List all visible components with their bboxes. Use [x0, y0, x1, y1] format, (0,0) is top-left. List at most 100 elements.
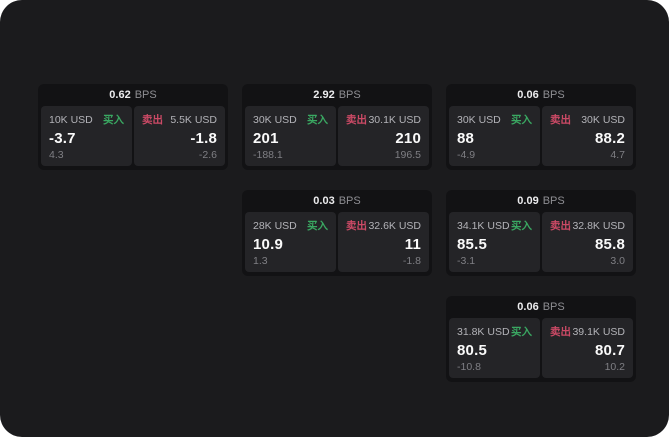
quote-panels: 31.8K USD 买入 80.5 -10.8 卖出 39.1K USD 80.…	[446, 318, 636, 382]
sell-sub-value: 10.2	[604, 361, 625, 373]
sell-price-value: -1.8	[190, 129, 217, 147]
buy-side-label: 买入	[511, 326, 532, 338]
sell-size-label: 32.8K USD	[572, 219, 625, 232]
bps-unit-label: BPS	[338, 89, 361, 101]
sell-size-label: 5.5K USD	[170, 113, 217, 126]
buy-panel[interactable]: 30K USD 买入 88 -4.9	[449, 106, 540, 166]
bps-value: 0.09	[517, 195, 539, 207]
buy-panel[interactable]: 31.8K USD 买入 80.5 -10.8	[449, 318, 540, 378]
buy-side-label: 买入	[307, 220, 328, 232]
buy-sub-value: 4.3	[49, 149, 64, 161]
sell-side-label: 卖出	[550, 114, 571, 126]
buy-panel-top: 30K USD 买入	[253, 112, 328, 127]
sell-panel[interactable]: 卖出 30K USD 88.2 4.7	[542, 106, 633, 166]
buy-sub-value: 1.3	[253, 255, 268, 267]
bps-value: 0.62	[109, 89, 131, 101]
bps-value: 0.03	[313, 195, 335, 207]
buy-panel-top: 28K USD 买入	[253, 218, 328, 233]
buy-panel-top: 34.1K USD 买入	[457, 218, 532, 233]
buy-panel-top: 31.8K USD 买入	[457, 324, 532, 339]
sell-size-label: 30.1K USD	[368, 113, 421, 126]
buy-price-value: 80.5	[457, 341, 487, 359]
buy-size-label: 30K USD	[253, 113, 297, 126]
quote-panels: 10K USD 买入 -3.7 4.3 卖出 5.5K USD -1.8 -2.…	[38, 106, 228, 170]
quote-panels: 34.1K USD 买入 85.5 -3.1 卖出 32.8K USD 85.8…	[446, 212, 636, 276]
card-header: 0.09 BPS	[446, 190, 636, 212]
quote-card: 0.03 BPS 28K USD 买入 10.9 1.3 卖出 32.6K US…	[242, 190, 432, 276]
buy-size-label: 28K USD	[253, 219, 297, 232]
sell-size-label: 30K USD	[581, 113, 625, 126]
buy-sub-value: -10.8	[457, 361, 481, 373]
sell-side-label: 卖出	[550, 220, 571, 232]
sell-panel[interactable]: 卖出 32.8K USD 85.8 3.0	[542, 212, 633, 272]
buy-panel-top: 30K USD 买入	[457, 112, 532, 127]
quote-panels: 30K USD 买入 88 -4.9 卖出 30K USD 88.2 4.7	[446, 106, 636, 170]
buy-price-value: 201	[253, 129, 279, 147]
sell-panel[interactable]: 卖出 39.1K USD 80.7 10.2	[542, 318, 633, 378]
buy-size-label: 30K USD	[457, 113, 501, 126]
sell-panel-top: 卖出 30K USD	[550, 112, 625, 127]
sell-price-value: 80.7	[595, 341, 625, 359]
sell-price-value: 85.8	[595, 235, 625, 253]
sell-panel-top: 卖出 5.5K USD	[142, 112, 217, 127]
buy-price-value: 85.5	[457, 235, 487, 253]
bps-unit-label: BPS	[542, 195, 565, 207]
sell-panel-top: 卖出 32.6K USD	[346, 218, 421, 233]
buy-side-label: 买入	[103, 114, 124, 126]
quote-card: 2.92 BPS 30K USD 买入 201 -188.1 卖出 30.1K …	[242, 84, 432, 170]
buy-size-label: 34.1K USD	[457, 219, 510, 232]
buy-side-label: 买入	[511, 114, 532, 126]
bps-unit-label: BPS	[542, 89, 565, 101]
buy-panel[interactable]: 30K USD 买入 201 -188.1	[245, 106, 336, 166]
sell-panel[interactable]: 卖出 5.5K USD -1.8 -2.6	[134, 106, 225, 166]
sell-sub-value: 196.5	[394, 149, 421, 161]
sell-sub-value: 4.7	[610, 149, 625, 161]
quote-card: 0.09 BPS 34.1K USD 买入 85.5 -3.1 卖出 32.8K…	[446, 190, 636, 276]
buy-price-value: 88	[457, 129, 475, 147]
quote-card: 0.06 BPS 31.8K USD 买入 80.5 -10.8 卖出 39.1…	[446, 296, 636, 382]
sell-side-label: 卖出	[346, 220, 367, 232]
quote-card: 0.06 BPS 30K USD 买入 88 -4.9 卖出 30K USD 8…	[446, 84, 636, 170]
sell-sub-value: -2.6	[198, 149, 217, 161]
sell-size-label: 39.1K USD	[572, 325, 625, 338]
bps-unit-label: BPS	[338, 195, 361, 207]
sell-panel-top: 卖出 30.1K USD	[346, 112, 421, 127]
buy-sub-value: -3.1	[457, 255, 476, 267]
buy-sub-value: -188.1	[253, 149, 283, 161]
sell-panel-top: 卖出 39.1K USD	[550, 324, 625, 339]
card-header: 2.92 BPS	[242, 84, 432, 106]
bps-unit-label: BPS	[134, 89, 157, 101]
card-header: 0.06 BPS	[446, 84, 636, 106]
sell-size-label: 32.6K USD	[368, 219, 421, 232]
buy-side-label: 买入	[511, 220, 532, 232]
sell-side-label: 卖出	[550, 326, 571, 338]
card-header: 0.06 BPS	[446, 296, 636, 318]
sell-price-value: 88.2	[595, 129, 625, 147]
bps-value: 0.06	[517, 89, 539, 101]
sell-side-label: 卖出	[142, 114, 163, 126]
buy-size-label: 10K USD	[49, 113, 93, 126]
buy-price-value: -3.7	[49, 129, 76, 147]
buy-panel[interactable]: 10K USD 买入 -3.7 4.3	[41, 106, 132, 166]
cards-grid: 0.62 BPS 10K USD 买入 -3.7 4.3 卖出 5.5K USD…	[38, 84, 636, 382]
sell-panel-top: 卖出 32.8K USD	[550, 218, 625, 233]
buy-price-value: 10.9	[253, 235, 283, 253]
buy-panel-top: 10K USD 买入	[49, 112, 124, 127]
buy-panel[interactable]: 28K USD 买入 10.9 1.3	[245, 212, 336, 272]
sell-panel[interactable]: 卖出 30.1K USD 210 196.5	[338, 106, 429, 166]
sell-sub-value: -1.8	[402, 255, 421, 267]
bps-value: 0.06	[517, 301, 539, 313]
sell-side-label: 卖出	[346, 114, 367, 126]
quote-panels: 30K USD 买入 201 -188.1 卖出 30.1K USD 210 1…	[242, 106, 432, 170]
buy-sub-value: -4.9	[457, 149, 476, 161]
buy-panel[interactable]: 34.1K USD 买入 85.5 -3.1	[449, 212, 540, 272]
sell-panel[interactable]: 卖出 32.6K USD 11 -1.8	[338, 212, 429, 272]
bps-value: 2.92	[313, 89, 335, 101]
card-header: 0.03 BPS	[242, 190, 432, 212]
sell-sub-value: 3.0	[610, 255, 625, 267]
sell-price-value: 210	[395, 129, 421, 147]
buy-side-label: 买入	[307, 114, 328, 126]
buy-size-label: 31.8K USD	[457, 325, 510, 338]
card-header: 0.62 BPS	[38, 84, 228, 106]
